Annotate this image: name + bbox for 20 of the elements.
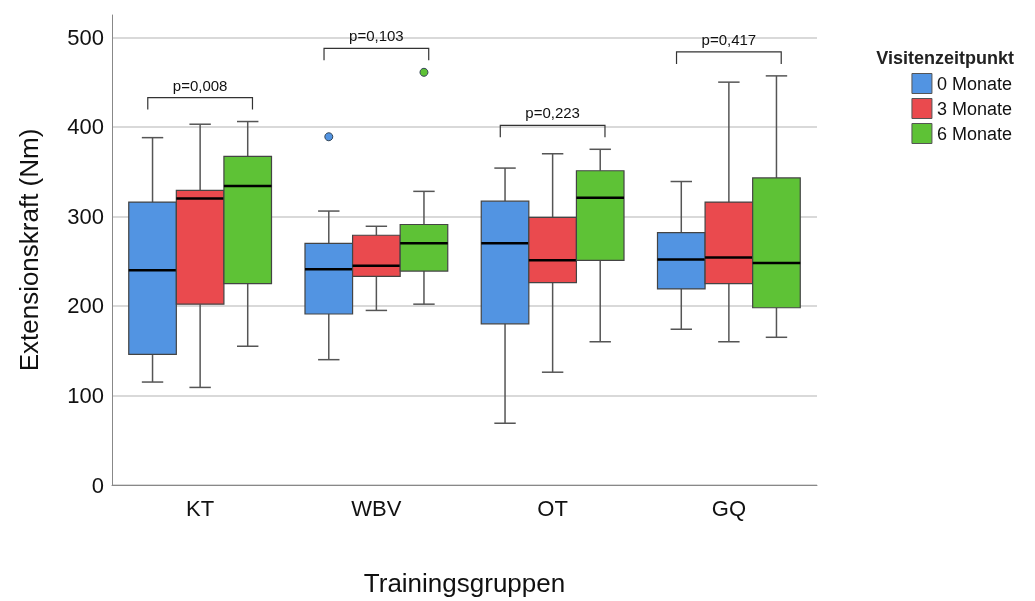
annotation: p=0,223 xyxy=(525,104,580,122)
y-tick-label: 100 xyxy=(67,382,104,408)
x-tick-label: WBV xyxy=(351,495,402,521)
y-tick-label: 0 xyxy=(91,472,104,498)
x-tick-label: OT xyxy=(537,495,568,521)
legend-label: 6 Monate xyxy=(936,123,1013,144)
annotation: p=0,103 xyxy=(349,27,404,45)
x-tick-label: KT xyxy=(186,495,215,521)
annotation: p=0,008 xyxy=(172,76,228,94)
x-tick-label: GQ xyxy=(711,495,746,521)
y-tick-label: 200 xyxy=(67,293,104,319)
y-tick-label: 300 xyxy=(67,203,104,229)
legend-label: 0 Monate xyxy=(936,73,1013,94)
annotation: p=0,417 xyxy=(701,30,757,48)
x-axis-title: Trainingsgruppen xyxy=(363,568,566,598)
y-tick-label: 500 xyxy=(67,24,104,50)
y-tick-label: 400 xyxy=(67,114,104,140)
y-axis-title: Extensionskraft (Nm) xyxy=(14,128,44,372)
legend-label: 3 Monate xyxy=(936,98,1013,119)
legend-title: Visitenzeitpunkt xyxy=(876,48,1015,68)
